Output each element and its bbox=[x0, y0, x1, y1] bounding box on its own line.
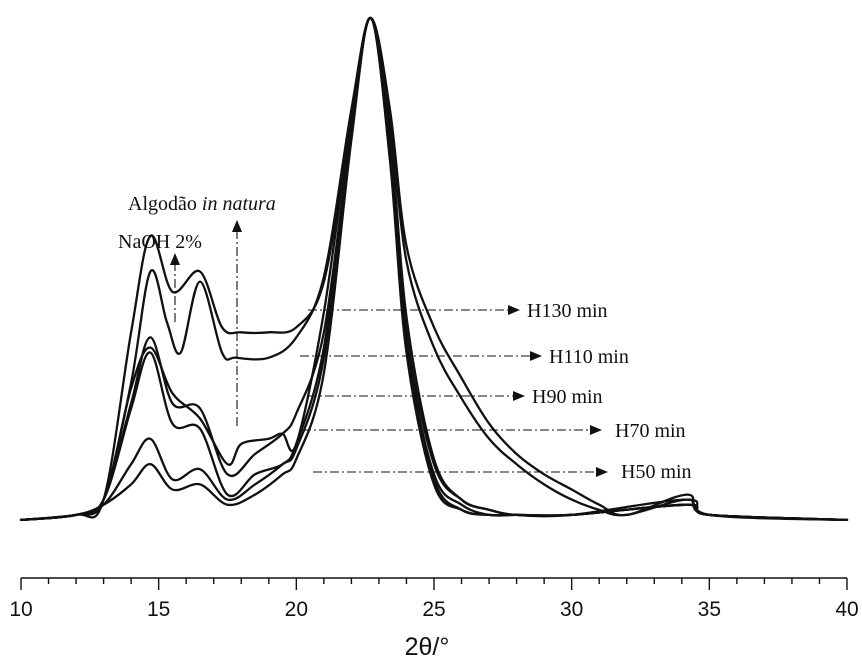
series-line-3 bbox=[19, 16, 849, 522]
x-tick-label: 40 bbox=[835, 598, 858, 621]
x-tick-label: 30 bbox=[560, 598, 583, 621]
natura-label-word: Algodão bbox=[128, 193, 197, 215]
diffraction-curves bbox=[19, 16, 849, 522]
h110-label: H110 min bbox=[549, 346, 629, 368]
series-line-5 bbox=[19, 16, 849, 522]
h50-arrowhead bbox=[596, 467, 608, 477]
x-axis-label: 2θ/° bbox=[405, 633, 450, 661]
x-tick-label: 10 bbox=[9, 598, 32, 621]
h70-label: H70 min bbox=[615, 420, 686, 442]
h90-arrowhead bbox=[513, 391, 525, 401]
x-tick-label: 15 bbox=[147, 598, 170, 621]
annotation-lines bbox=[170, 220, 608, 477]
series-line-2 bbox=[19, 16, 849, 522]
series-line-1 bbox=[19, 16, 849, 522]
h50-label: H50 min bbox=[621, 461, 692, 483]
x-tick-label: 25 bbox=[422, 598, 445, 621]
natura-label-italic: in natura bbox=[202, 193, 276, 215]
x-axis-ticks: 10 15 20 25 30 35 40 bbox=[9, 578, 859, 621]
natura-label: Algodão in natura bbox=[128, 193, 276, 215]
h130-arrowhead bbox=[508, 305, 520, 315]
x-tick-label: 20 bbox=[285, 598, 308, 621]
h70-arrowhead bbox=[590, 425, 602, 435]
natura-arrowhead bbox=[232, 220, 242, 232]
naoh-arrowhead bbox=[170, 253, 180, 265]
series-line-6 bbox=[19, 16, 849, 522]
series-line-7 bbox=[19, 16, 849, 522]
naoh-label: NaOH 2% bbox=[118, 231, 202, 253]
h130-label: H130 min bbox=[527, 300, 608, 322]
series-line-4 bbox=[19, 16, 849, 522]
h90-label: H90 min bbox=[532, 386, 603, 408]
h110-arrowhead bbox=[530, 351, 542, 361]
annotation-labels: Algodão in natura NaOH 2% H130 min H110 … bbox=[118, 193, 692, 483]
x-tick-label: 35 bbox=[698, 598, 721, 621]
